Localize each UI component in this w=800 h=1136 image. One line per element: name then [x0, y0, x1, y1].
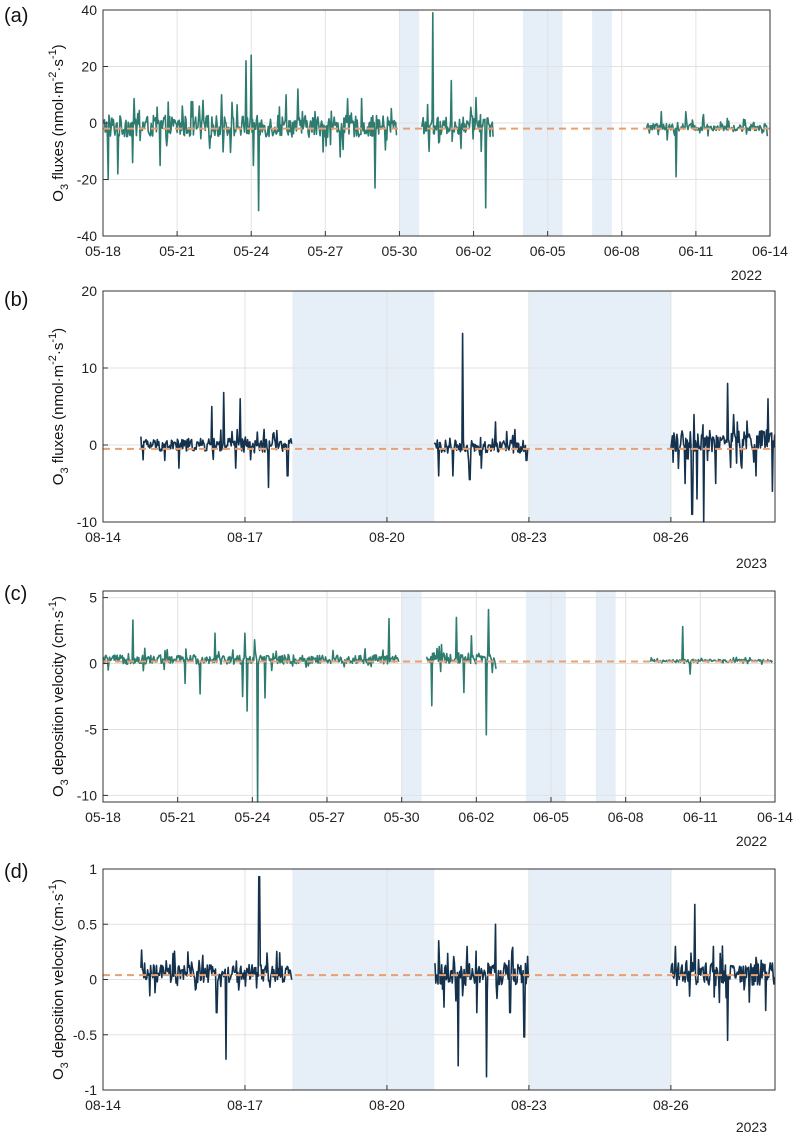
x-tick-label: 06-05 — [533, 809, 569, 825]
x-tick-label: 06-11 — [678, 243, 713, 259]
axes-box — [102, 290, 776, 523]
y-axis-label: O3 fluxes (nmol·m-2·s-1) — [47, 328, 71, 485]
year-label: 2023 — [736, 555, 767, 571]
x-tick-label: 08-14 — [85, 1097, 121, 1113]
y-tick-label: 40 — [81, 2, 97, 18]
y-tick-label: 0 — [89, 437, 97, 453]
year-label: 2022 — [736, 833, 767, 849]
y-tick-label: 0 — [89, 656, 97, 672]
y-tick-label: -1 — [85, 1082, 98, 1098]
panel-label: (d) — [4, 861, 28, 883]
y-axis-label: O3 fluxes (nmol·m-2·s-1) — [47, 44, 71, 201]
x-tick-label: 05-30 — [382, 243, 418, 259]
y-tick-label: -10 — [77, 787, 97, 803]
x-tick-label: 06-08 — [608, 809, 644, 825]
panel-label: (c) — [4, 583, 27, 605]
series-line-segment — [434, 923, 530, 1078]
x-tick-label: 06-02 — [456, 243, 492, 259]
year-label: 2023 — [736, 1119, 767, 1135]
panel-label: (b) — [4, 289, 28, 311]
y-tick-label: 0 — [89, 972, 97, 988]
series-line-segment — [140, 875, 293, 1060]
x-tick-label: 08-17 — [227, 1097, 263, 1113]
year-label: 2022 — [731, 267, 762, 283]
series-line-segment — [433, 332, 529, 481]
shaded-period — [401, 591, 422, 802]
y-tick-label: 20 — [81, 59, 97, 75]
x-tick-label: 05-18 — [85, 809, 121, 825]
series-line-segment — [425, 608, 497, 736]
x-tick-label: 05-24 — [234, 809, 270, 825]
x-tick-label: 05-18 — [85, 243, 121, 259]
x-tick-label: 06-11 — [683, 809, 718, 825]
x-tick-label: 06-08 — [604, 243, 640, 259]
series-line-segment — [420, 12, 470, 153]
x-tick-label: 06-02 — [458, 809, 494, 825]
x-tick-label: 08-20 — [369, 1097, 405, 1113]
shaded-period — [292, 291, 435, 522]
x-tick-label: 08-26 — [653, 529, 689, 545]
chart-panel-d: -1 -0.5 0 0.5 1 08-14 08-17 08-20 08-23 08-26 2023… — [4, 861, 776, 1135]
y-tick-label: -0.5 — [73, 1027, 97, 1043]
series-line-segment — [467, 96, 494, 209]
series-line-segment — [102, 54, 398, 212]
x-tick-label: 08-17 — [227, 529, 263, 545]
x-tick-label: 06-05 — [530, 243, 566, 259]
panel-label: (a) — [4, 5, 28, 27]
y-tick-label: -20 — [77, 172, 97, 188]
y-axis-label: O3 deposition velocity (cm·s-1) — [47, 596, 71, 797]
series-line-segment — [670, 903, 776, 1042]
y-tick-label: 0.5 — [78, 916, 98, 932]
y-tick-label: 0 — [89, 115, 97, 131]
y-tick-label: 5 — [89, 590, 97, 606]
x-tick-label: 08-23 — [511, 529, 547, 545]
y-axis-label: O3 deposition velocity (cm·s-1) — [47, 879, 71, 1080]
x-tick-label: 05-24 — [233, 243, 269, 259]
x-tick-label: 08-23 — [511, 1097, 547, 1113]
x-tick-label: 06-14 — [752, 243, 788, 259]
series-line-segment — [670, 382, 776, 523]
x-tick-label: 08-14 — [85, 529, 121, 545]
shaded-period — [595, 591, 616, 802]
x-tick-label: 05-21 — [159, 243, 195, 259]
y-tick-label: 20 — [81, 283, 97, 299]
x-tick-label: 05-21 — [160, 809, 196, 825]
x-tick-label: 05-27 — [309, 809, 345, 825]
shaded-period — [528, 291, 671, 522]
series-line-segment — [140, 391, 293, 489]
x-tick-label: 06-14 — [757, 809, 793, 825]
chart-panel-b: -10 0 10 20 08-14 08-17 08-20 08-23 08-26 2023 (b)… — [4, 283, 776, 571]
x-tick-label: 05-30 — [384, 809, 420, 825]
chart-panel-c: -10 -5 0 5 05-18 05-21 05-24 05-27 05-30 06-02 06-… — [4, 583, 793, 849]
series-line-segment — [645, 110, 769, 178]
x-tick-label: 08-20 — [369, 529, 405, 545]
axes-box — [102, 590, 776, 803]
y-tick-label: -10 — [77, 514, 97, 530]
x-tick-label: 08-26 — [653, 1097, 689, 1113]
chart-panel-a: -40 -20 0 20 40 05-18 05-21 05-24 05-27 05-30 06-0… — [4, 2, 788, 283]
shaded-period — [526, 591, 566, 802]
y-tick-label: 10 — [81, 360, 97, 376]
plot-area — [103, 591, 775, 802]
y-tick-label: 1 — [89, 861, 97, 877]
y-tick-label: -40 — [77, 228, 97, 244]
y-tick-label: -5 — [85, 721, 98, 737]
plot-area — [103, 291, 775, 522]
x-tick-label: 05-27 — [307, 243, 343, 259]
